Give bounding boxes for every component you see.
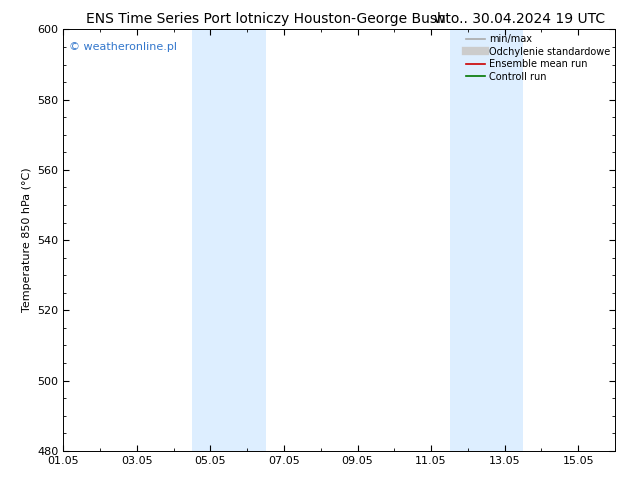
Y-axis label: Temperature 850 hPa (°C): Temperature 850 hPa (°C) [22,168,32,313]
Text: ENS Time Series Port lotniczy Houston-George Bush: ENS Time Series Port lotniczy Houston-Ge… [86,12,446,26]
Bar [450,29,523,451]
Text: © weatheronline.pl: © weatheronline.pl [69,42,177,52]
Bar [192,29,266,451]
Legend: min/max, Odchylenie standardowe, Ensemble mean run, Controll run: min/max, Odchylenie standardowe, Ensembl… [463,31,613,84]
Text: wto.. 30.04.2024 19 UTC: wto.. 30.04.2024 19 UTC [434,12,605,26]
